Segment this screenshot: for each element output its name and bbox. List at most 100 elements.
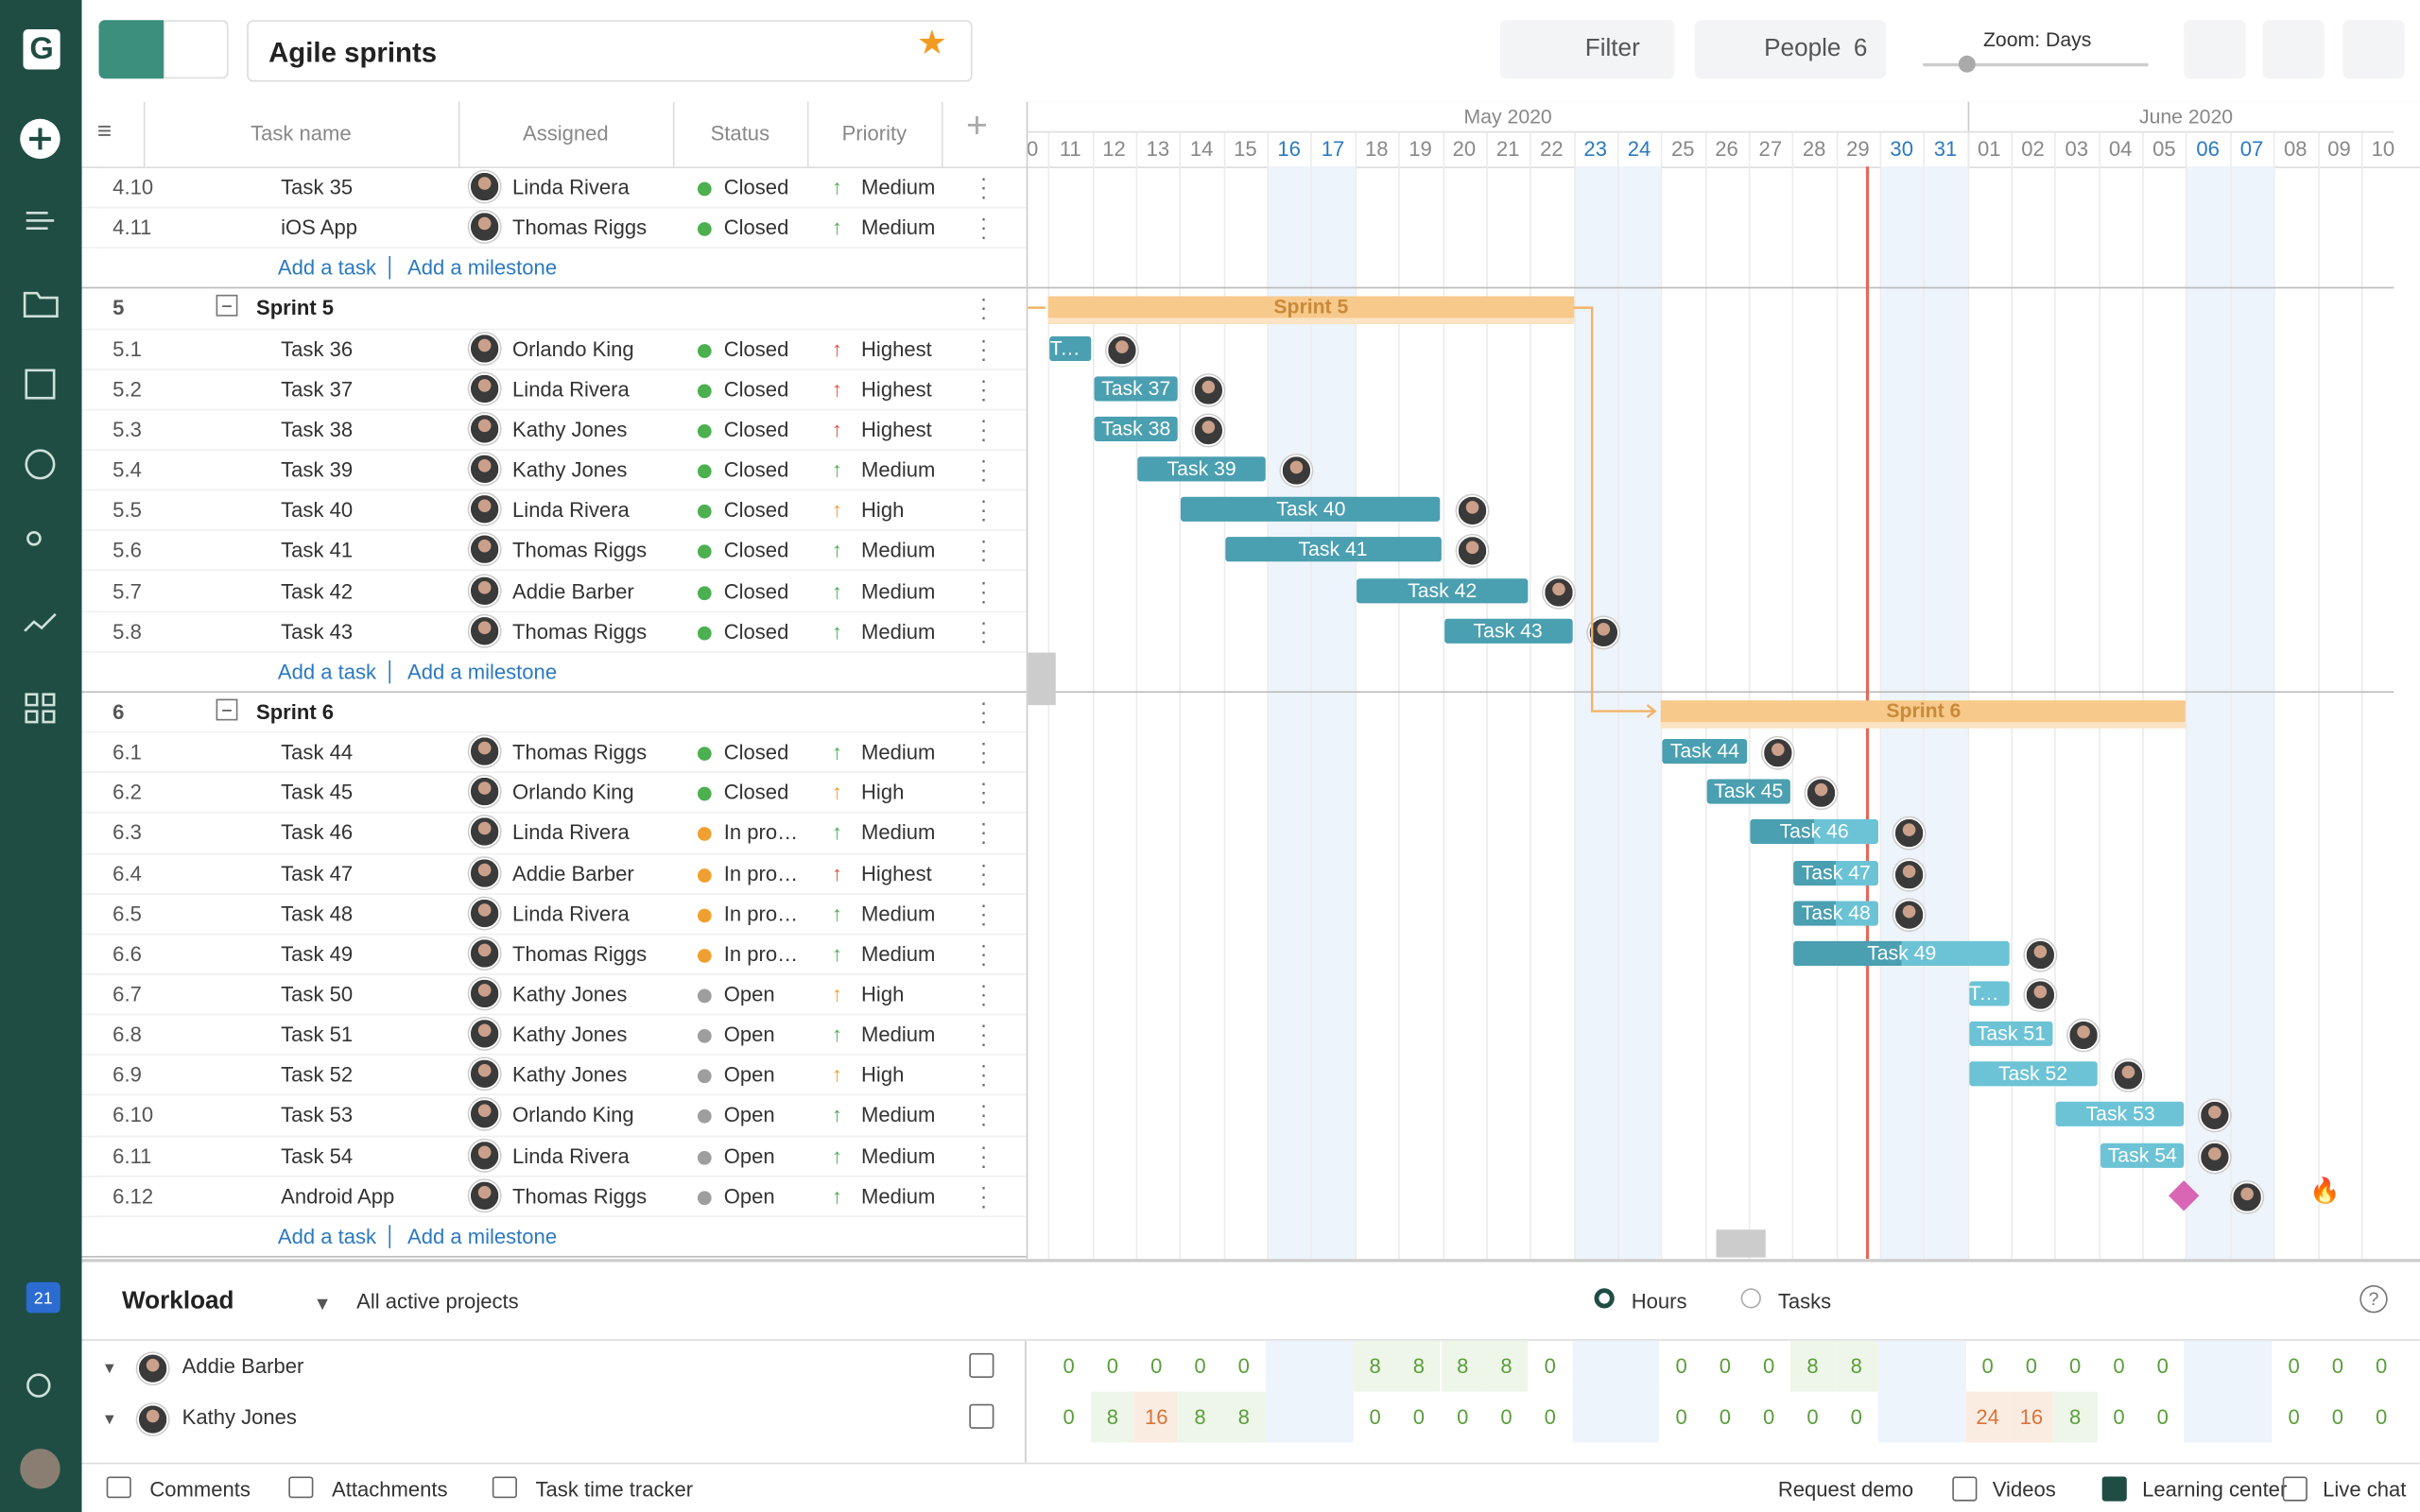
task-bar[interactable]: Task 38 (1094, 416, 1179, 441)
mode-radio[interactable] (1594, 1288, 1615, 1309)
priority[interactable]: Medium (861, 619, 936, 644)
task-bar[interactable]: Task 40 (1181, 497, 1442, 523)
board-view-button[interactable] (164, 20, 229, 79)
status[interactable]: In progress (723, 942, 804, 966)
calendar-icon[interactable] (969, 1352, 994, 1378)
footer-link[interactable]: Videos (1992, 1478, 2056, 1502)
status[interactable]: Open (723, 982, 775, 1006)
task-name[interactable]: Task 42 (281, 579, 354, 603)
task-name[interactable]: Task 44 (281, 740, 354, 765)
status[interactable]: Closed (723, 176, 789, 199)
row-menu[interactable]: · · · (979, 1052, 988, 1096)
priority[interactable]: Medium (861, 1184, 936, 1208)
row-menu[interactable]: · · · (979, 367, 988, 410)
row-menu[interactable]: · · · (979, 609, 988, 653)
task-bar[interactable]: Task 41 (1224, 537, 1442, 562)
assignee-name[interactable]: Orlando King (512, 781, 634, 805)
row-menu[interactable]: · · · (979, 1133, 988, 1177)
status[interactable]: Closed (723, 377, 789, 402)
footer-link[interactable]: Comments (149, 1478, 251, 1502)
zoom-handle[interactable] (1958, 55, 1976, 73)
priority[interactable]: Medium (861, 579, 936, 603)
favorite-star[interactable]: ★ (916, 23, 948, 62)
add-milestone-link[interactable]: Add a milestone (407, 660, 558, 683)
task-bar[interactable]: Task 42 (1356, 577, 1529, 603)
priority[interactable]: Medium (861, 1022, 936, 1047)
add-task-link[interactable]: Add a task (277, 1225, 377, 1248)
row-menu[interactable]: · · · (979, 488, 988, 531)
add-task-link[interactable]: Add a task (277, 660, 377, 683)
task-bar[interactable]: Task 43 (1443, 618, 1572, 644)
gantt-view-button[interactable] (98, 20, 164, 79)
priority[interactable]: Medium (861, 740, 936, 765)
priority[interactable]: High (861, 982, 905, 1006)
calendar-icon[interactable] (969, 1403, 994, 1429)
row-menu[interactable]: · · · (979, 166, 988, 209)
status[interactable]: Closed (723, 579, 789, 603)
column-header[interactable]: Assigned (523, 121, 609, 146)
task-bar[interactable]: Task 54 (2100, 1143, 2185, 1168)
priority[interactable]: Medium (861, 1143, 936, 1168)
task-name[interactable]: Task 41 (281, 539, 354, 562)
task-name[interactable]: Task 37 (281, 377, 354, 402)
priority[interactable]: Highest (861, 861, 932, 885)
task-name[interactable]: Task 45 (281, 781, 354, 805)
priority[interactable]: High (861, 1063, 905, 1087)
task-name[interactable]: Task 35 (281, 176, 354, 199)
sprint-bar[interactable] (1661, 700, 2187, 729)
row-menu[interactable]: · · · (979, 447, 988, 491)
status[interactable]: Closed (723, 539, 789, 562)
task-bar[interactable]: Task 49 (1793, 940, 2010, 966)
assignee-name[interactable]: Kathy Jones (512, 1022, 628, 1047)
priority[interactable]: Medium (861, 215, 936, 240)
task-bar[interactable]: Task 46 (1750, 819, 1878, 845)
row-menu[interactable]: · · · (979, 1174, 988, 1217)
column-header[interactable]: Status (710, 121, 770, 146)
priority[interactable]: Medium (861, 821, 936, 845)
nav-icon[interactable] (25, 693, 56, 724)
add-milestone-link[interactable]: Add a milestone (407, 256, 558, 280)
collapse-tab[interactable] (1028, 652, 1056, 706)
project-title-box[interactable] (247, 20, 973, 82)
assignee-name[interactable]: Linda Rivera (512, 1143, 630, 1168)
assignee-name[interactable]: Thomas Riggs (512, 1184, 648, 1208)
task-name[interactable]: Task 52 (281, 1063, 354, 1087)
row-menu[interactable]: · · · (979, 1092, 988, 1137)
task-bar[interactable]: Task 53 (2056, 1102, 2185, 1127)
help-icon[interactable]: ? (2360, 1284, 2388, 1314)
task-bar[interactable]: Task 48 (1793, 900, 1878, 926)
priority[interactable]: Medium (861, 457, 936, 482)
priority[interactable]: High (861, 498, 905, 523)
mode-label[interactable]: Hours (1631, 1289, 1687, 1314)
row-menu[interactable]: · · · (979, 205, 988, 249)
assignee-name[interactable]: Kathy Jones (512, 982, 628, 1006)
column-header[interactable]: Task name (251, 121, 352, 146)
status[interactable]: In progress (723, 821, 804, 845)
task-name[interactable]: iOS App (281, 215, 358, 240)
assignee-name[interactable]: Thomas Riggs (512, 619, 648, 644)
task-name[interactable]: Task 47 (281, 861, 354, 885)
mode-label[interactable]: Tasks (1777, 1289, 1832, 1314)
task-name[interactable]: Task 46 (281, 821, 354, 845)
row-menu[interactable]: · · · (979, 527, 988, 572)
task-name[interactable]: Android App (281, 1184, 395, 1208)
task-bar[interactable]: Task 39 (1137, 456, 1266, 482)
task-name[interactable]: Task 40 (281, 498, 354, 523)
nav-icon[interactable] (23, 291, 59, 318)
row-menu[interactable]: · · · (979, 850, 988, 895)
add-task-link[interactable]: Add a task (277, 256, 377, 280)
task-name[interactable]: Task 49 (281, 942, 354, 966)
priority[interactable]: Highest (861, 418, 932, 441)
zoom-slider[interactable] (1923, 62, 2149, 67)
status[interactable]: Open (723, 1063, 775, 1087)
assignee-name[interactable]: Orlando King (512, 336, 634, 361)
status[interactable]: Closed (723, 215, 789, 240)
assignee-name[interactable]: Linda Rivera (512, 377, 630, 402)
row-menu[interactable]: · · · (979, 730, 988, 774)
status[interactable]: Open (723, 1104, 775, 1127)
column-options[interactable]: ≡ (96, 118, 112, 146)
task-bar[interactable]: Task 45 (1706, 779, 1791, 805)
add-milestone-link[interactable]: Add a milestone (407, 1225, 558, 1248)
nav-icon[interactable] (24, 612, 57, 632)
assignee-name[interactable]: Kathy Jones (512, 1063, 628, 1087)
